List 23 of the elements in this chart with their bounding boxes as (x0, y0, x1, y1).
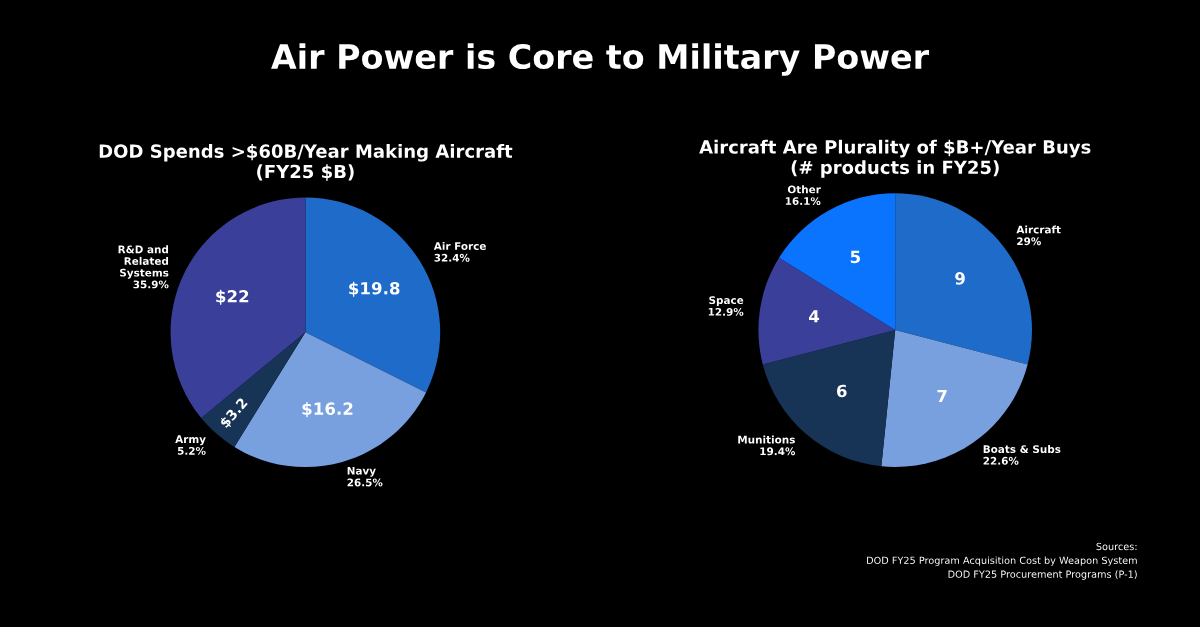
slice-label: R&D and Related Systems 35.9% (118, 245, 169, 289)
slice-label: Other 16.1% (785, 185, 821, 206)
chart-title: DOD Spends >$60B/Year Making Aircraft (FY25 $B) (99, 143, 513, 181)
data-label: $16.2 (302, 402, 353, 418)
slice-label: Aircraft 29% (1016, 225, 1061, 246)
slice-label: Munitions 19.4% (738, 435, 796, 456)
slice-label: Army 5.2% (175, 435, 206, 455)
data-label: 9 (955, 272, 965, 285)
slice-label: Boats & Subs 22.6% (983, 445, 1061, 465)
text: Air Power is Core to Military Power (271, 43, 929, 76)
data-label: $22 (216, 289, 249, 305)
chart-title: Aircraft Are Plurality of $B+/Year Buys (# products in FY25) (699, 139, 1091, 178)
pie-slice (779, 193, 896, 331)
slice-label: Air Force 32.4% (433, 241, 486, 262)
data-label: $19.8 (349, 281, 400, 297)
data-label: 7 (937, 389, 947, 403)
pie-slice (881, 330, 1028, 467)
data-label: 4 (809, 310, 820, 323)
slice-label: Navy 26.5% (347, 466, 383, 487)
data-label: 5 (850, 250, 860, 264)
slice-label: Space 12.9% (708, 296, 744, 316)
source-note: Sources: DOD FY25 Program Acquisition Cost by Weapon System DOD FY25 Procurement Programs (P-1) (867, 542, 1137, 580)
data-label: 6 (836, 384, 847, 398)
